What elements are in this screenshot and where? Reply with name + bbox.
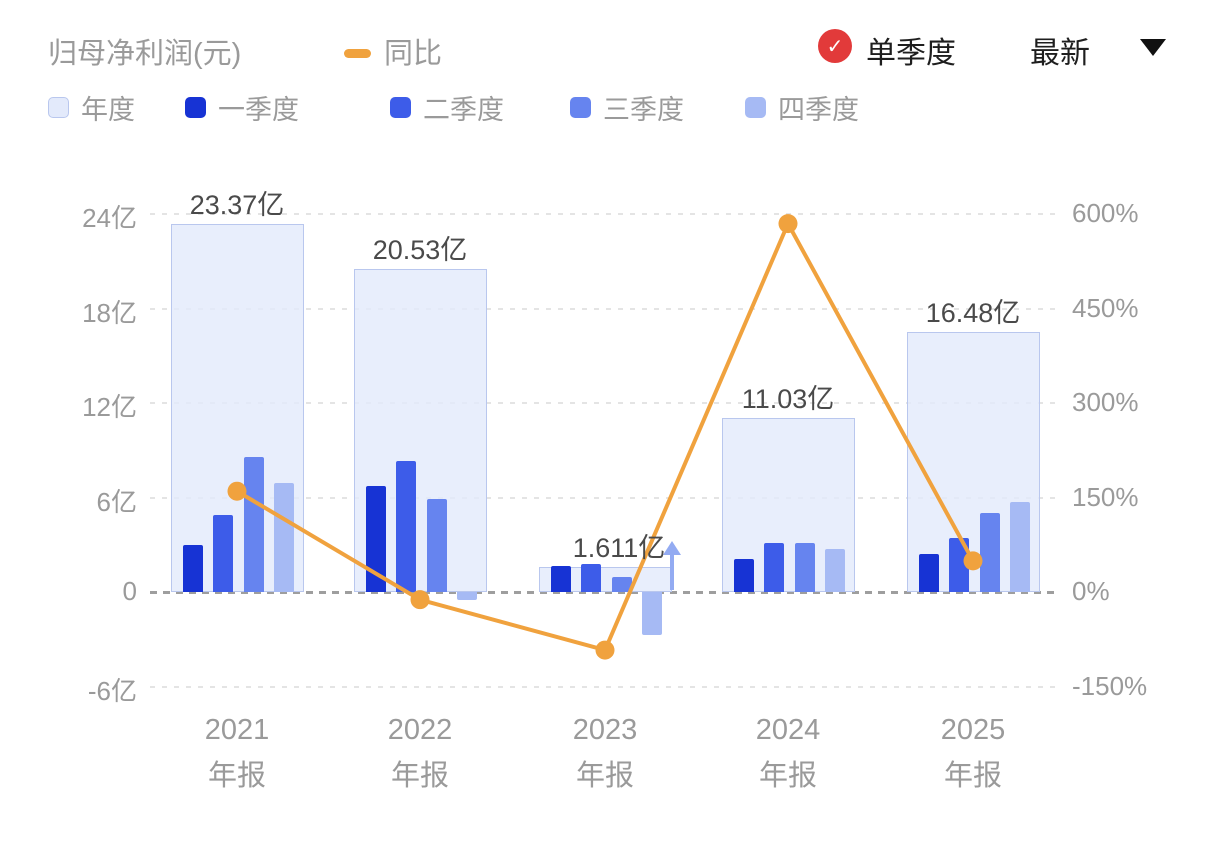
legend-swatch-icon: [185, 97, 206, 118]
yoy-line-swatch-icon: [344, 48, 371, 58]
legend-item-q2[interactable]: 二季度: [390, 88, 504, 127]
left-axis-tick: 12亿: [82, 392, 137, 422]
quarter-bar-2025-q3[interactable]: [979, 513, 1000, 592]
quarter-bar-2022-q2[interactable]: [396, 461, 416, 592]
x-axis-period-label: 年报: [207, 760, 266, 792]
right-axis-tick: 0%: [1072, 576, 1110, 606]
gridline: [150, 685, 1058, 688]
quarter-bar-2024-q4[interactable]: [825, 549, 845, 592]
quarter-bar-2023-q3[interactable]: [611, 577, 632, 592]
quarter-bar-2025-q2[interactable]: [949, 538, 969, 592]
annual-value-label: 23.37亿: [189, 189, 285, 220]
legend-label: 一季度: [218, 95, 299, 125]
quarter-mode-toggle[interactable]: 单季度: [866, 37, 956, 70]
right-axis-tick: 600%: [1072, 198, 1139, 228]
yoy-point-2023[interactable]: [595, 640, 615, 660]
left-axis-tick: 18亿: [82, 297, 137, 328]
x-axis-year-label: 2022: [387, 714, 453, 746]
legend-swatch-icon: [745, 97, 766, 118]
right-axis-tick: -150%: [1072, 670, 1148, 701]
quarter-bar-2021-q1[interactable]: [182, 544, 203, 592]
legend-label: 四季度: [778, 95, 859, 125]
x-axis-year-label: 2025: [940, 714, 1006, 746]
legend-item-q3[interactable]: 三季度: [570, 88, 684, 127]
quarter-bar-2023-q1[interactable]: [550, 565, 571, 592]
yoy-point-2024[interactable]: [778, 214, 798, 234]
left-axis-tick: 0: [122, 576, 137, 606]
x-axis-year-label: 2023: [572, 714, 638, 746]
right-axis-tick: 150%: [1072, 481, 1139, 512]
quarter-bar-2025-q1[interactable]: [918, 554, 939, 592]
yoy-legend-item[interactable]: 同比: [344, 30, 442, 72]
dropdown-caret-icon[interactable]: [1140, 39, 1166, 56]
quarter-bar-2022-q4[interactable]: [457, 592, 477, 600]
chart-header: 归母净利润(元) 同比 ✓ 单季度 最新: [0, 28, 1224, 70]
left-axis-tick: -6亿: [87, 675, 137, 706]
x-axis-year-label: 2021: [204, 714, 270, 746]
annual-value-label: 11.03亿: [741, 384, 835, 415]
legend-item-q4[interactable]: 四季度: [745, 88, 859, 127]
legend-item-annual[interactable]: 年度: [48, 88, 135, 127]
chart-title: 归母净利润(元): [48, 38, 242, 70]
annual-value-label: 16.48亿: [925, 298, 1021, 329]
legend-label: 年度: [81, 95, 135, 125]
right-axis-tick: 450%: [1072, 292, 1139, 323]
check-circle-icon[interactable]: ✓: [818, 29, 852, 63]
x-axis-period-label: 年报: [758, 760, 817, 792]
x-axis-period-label: 年报: [390, 760, 449, 792]
yoy-legend-label: 同比: [384, 38, 443, 70]
series-legend: 年度 一季度 二季度 三季度 四季度: [0, 88, 1224, 127]
latest-dropdown[interactable]: 最新: [1030, 37, 1090, 70]
left-axis-tick: 6亿: [96, 486, 137, 517]
annual-value-label: 20.53亿: [372, 234, 468, 265]
quarter-bar-2021-q2[interactable]: [213, 514, 233, 592]
x-axis-period-label: 年报: [575, 760, 634, 792]
quarter-bar-2024-q3[interactable]: [794, 543, 815, 592]
quarter-bar-2021-q3[interactable]: [243, 456, 264, 592]
quarter-bar-2023-q4[interactable]: [642, 592, 662, 636]
legend-label: 三季度: [603, 95, 684, 125]
quarter-bar-2021-q4[interactable]: [274, 483, 294, 592]
quarter-bar-2025-q4[interactable]: [1010, 502, 1030, 592]
legend-label: 二季度: [423, 95, 504, 125]
quarter-bar-2024-q1[interactable]: [733, 558, 754, 592]
right-axis-tick: 300%: [1072, 387, 1139, 417]
quarter-bar-2022-q1[interactable]: [365, 486, 386, 592]
left-axis-tick: 24亿: [82, 203, 137, 233]
legend-swatch-icon: [48, 97, 69, 118]
quarter-bar-2022-q3[interactable]: [426, 499, 447, 592]
x-axis-period-label: 年报: [943, 760, 1002, 792]
quarter-bar-2023-q2[interactable]: [581, 563, 601, 592]
annual-value-label: 1.611亿: [572, 532, 666, 563]
legend-item-q1[interactable]: 一季度: [185, 88, 299, 127]
legend-swatch-icon: [390, 97, 411, 118]
legend-swatch-icon: [570, 97, 591, 118]
quarter-bar-2024-q2[interactable]: [764, 543, 784, 592]
gridline: [150, 213, 1058, 215]
x-axis-year-label: 2024: [755, 714, 821, 746]
